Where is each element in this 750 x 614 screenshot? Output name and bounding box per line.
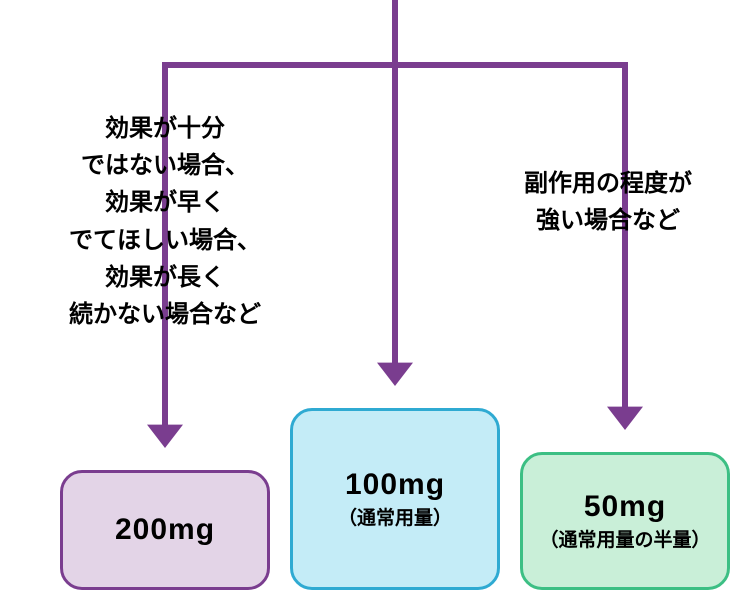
- dose-main-50mg: 50mg: [584, 489, 666, 525]
- dose-box-200mg: 200mg: [60, 470, 270, 590]
- dose-sub-100mg: （通常用量）: [338, 507, 452, 532]
- description-left: 効果が十分 ではない場合、 効果が早く でてほしい場合、 効果が長く 続かない場…: [20, 110, 310, 333]
- dose-box-100mg: 100mg （通常用量）: [290, 408, 500, 590]
- description-right: 副作用の程度が 強い場合など: [478, 165, 738, 239]
- dose-main-100mg: 100mg: [345, 467, 445, 503]
- dose-main-200mg: 200mg: [115, 512, 215, 548]
- dose-sub-50mg: （通常用量の半量）: [539, 529, 710, 554]
- dose-box-50mg: 50mg （通常用量の半量）: [520, 452, 730, 590]
